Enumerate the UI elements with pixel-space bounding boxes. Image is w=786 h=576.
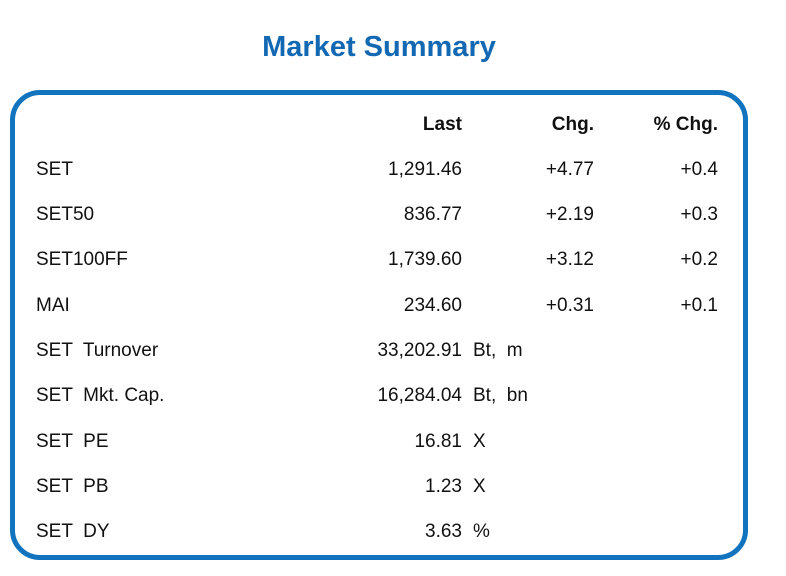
table-header-row: Last Chg. % Chg. <box>15 110 743 140</box>
table-row: SET PE 16.81 X <box>15 427 743 457</box>
pct-chg-value: +0.3 <box>680 204 718 225</box>
last-value: 1.23 <box>425 476 462 497</box>
column-header-last: Last <box>422 114 462 135</box>
table-row: SET50 836.77 +2.19 +0.3 <box>15 200 743 230</box>
value-suffix: Bt, m <box>473 340 523 361</box>
pct-chg-value <box>15 381 718 411</box>
table-row: SET DY 3.63 % <box>15 517 743 547</box>
row-label: SET PB <box>36 476 109 497</box>
summary-panel: Last Chg. % Chg. SET 1,291.46 +4.77 +0.4… <box>10 90 748 560</box>
chg-value: +4.77 <box>545 159 594 180</box>
row-label: MAI <box>36 295 70 316</box>
last-value: 1,291.46 <box>388 159 462 180</box>
value-suffix: X <box>473 431 486 452</box>
summary-table: Last Chg. % Chg. SET 1,291.46 +4.77 +0.4… <box>15 95 743 555</box>
last-value: 234.60 <box>403 295 462 316</box>
column-header-pct-chg: % Chg. <box>653 114 718 135</box>
last-value: 1,739.60 <box>388 249 462 270</box>
pct-chg-value <box>15 336 718 366</box>
value-suffix: Bt, bn <box>473 385 528 406</box>
pct-chg-value: +0.4 <box>680 159 718 180</box>
column-header-chg: Chg. <box>551 114 594 135</box>
last-value: 16.81 <box>414 431 462 452</box>
row-label: SET Turnover <box>36 340 159 361</box>
last-value: 836.77 <box>403 204 462 225</box>
row-label: SET Mkt. Cap. <box>36 385 165 406</box>
chg-value: +2.19 <box>545 204 594 225</box>
page-title: Market Summary <box>262 31 496 63</box>
last-value: 33,202.91 <box>377 340 462 361</box>
last-value: 3.63 <box>425 521 462 542</box>
table-row: SET 1,291.46 +4.77 +0.4 <box>15 155 743 185</box>
pct-chg-value: +0.1 <box>680 295 718 316</box>
pct-chg-value <box>15 472 718 502</box>
pct-chg-value <box>15 427 718 457</box>
value-suffix: X <box>473 476 486 497</box>
value-suffix: % <box>473 521 490 542</box>
row-label: SET DY <box>36 521 110 542</box>
pct-chg-value <box>15 517 718 547</box>
table-row: SET Turnover 33,202.91 Bt, m <box>15 336 743 366</box>
chg-value: +3.12 <box>545 249 594 270</box>
row-label: SET100FF <box>36 249 128 270</box>
row-label: SET50 <box>36 204 95 225</box>
row-label: SET <box>36 159 73 180</box>
last-value: 16,284.04 <box>377 385 462 406</box>
table-row: SET PB 1.23 X <box>15 472 743 502</box>
table-row: SET Mkt. Cap. 16,284.04 Bt, bn <box>15 381 743 411</box>
table-row: MAI 234.60 +0.31 +0.1 <box>15 291 743 321</box>
table-row: SET100FF 1,739.60 +3.12 +0.2 <box>15 245 743 275</box>
row-label: SET PE <box>36 431 109 452</box>
pct-chg-value: +0.2 <box>680 249 718 270</box>
chg-value: +0.31 <box>545 295 594 316</box>
